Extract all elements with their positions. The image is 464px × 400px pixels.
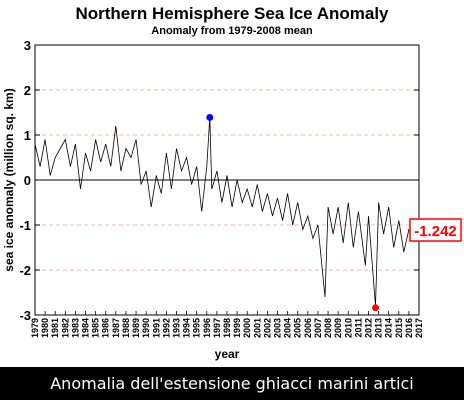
x-tick-label: 1991 [151,318,161,338]
latest-value-label: -1.242 [414,223,457,240]
x-tick-label: 1982 [60,318,70,338]
x-tick-label: 1990 [141,318,151,338]
x-tick-label: 1997 [212,318,222,338]
marker-layer [206,113,380,312]
x-tick-label: 2005 [293,318,303,338]
x-tick-label: 2017 [414,318,424,338]
x-tick-label: 2004 [283,318,293,338]
x-tick-label: 2012 [363,318,373,338]
x-tick-label: 2015 [394,318,404,338]
x-tick-label: 2001 [252,318,262,338]
x-tick-label: 1994 [182,318,192,338]
y-tick-label: -1 [19,218,31,233]
x-tick-label: 1996 [202,318,212,338]
y-ticks: 3 2 1 0 -1 -2 -3 [19,38,419,323]
y-tick-label: 1 [24,128,31,143]
x-tick-label: 2009 [333,318,343,338]
chart-subtitle: Anomaly from 1979-2008 mean [151,25,313,37]
x-tick-label: 2014 [384,318,394,338]
x-tick-label: 2016 [404,318,414,338]
y-tick-label: -3 [19,308,31,323]
x-tick-label: 2011 [353,318,363,338]
x-tick-label: 1979 [30,318,40,338]
marker-min [372,304,380,312]
x-tick-label: 2010 [343,318,353,338]
series-layer [34,116,415,307]
x-tick-label: 1998 [222,318,232,338]
x-tick-label: 1993 [171,318,181,338]
y-tick-label: 2 [24,83,31,98]
x-tick-label: 1984 [81,318,91,338]
series-line [34,116,415,307]
x-tick-label: 2007 [313,318,323,338]
x-tick-label: 1987 [111,318,121,338]
x-tick-label: 1989 [131,318,141,338]
x-tick-label: 2006 [303,318,313,338]
y-tick-label: 3 [24,38,31,53]
x-tick-label: 2002 [262,318,272,338]
x-tick-label: 1980 [40,318,50,338]
x-axis-label: year [215,347,240,361]
x-tick-label: 1995 [192,318,202,338]
y-tick-label: 0 [24,173,31,188]
x-tick-label: 1985 [91,318,101,338]
x-tick-label: 1981 [50,318,60,338]
grid-lines [35,89,419,271]
x-ticks: 1979 1980 1981 1982 1983 1984 1985 1986 1987 1988… [30,311,424,338]
x-tick-label: 2008 [323,318,333,338]
x-tick-label: 1999 [232,318,242,338]
y-axis-label: sea ice anomaly (million sq. km) [2,88,16,271]
x-tick-label: 2013 [374,318,384,338]
y-tick-label: -2 [19,263,31,278]
chart-title: Northern Hemisphere Sea Ice Anomaly [75,4,389,23]
marker-max [206,113,214,121]
x-tick-label: 1983 [70,318,80,338]
x-tick-label: 2003 [273,318,283,338]
latest-value-box [409,218,462,242]
x-tick-label: 1986 [101,318,111,338]
x-tick-label: 1992 [161,318,171,338]
x-tick-label: 2000 [242,318,252,338]
caption-bar: Anomalia dell'estensione ghiacci marini … [0,367,464,400]
x-tick-label: 1988 [121,318,131,338]
